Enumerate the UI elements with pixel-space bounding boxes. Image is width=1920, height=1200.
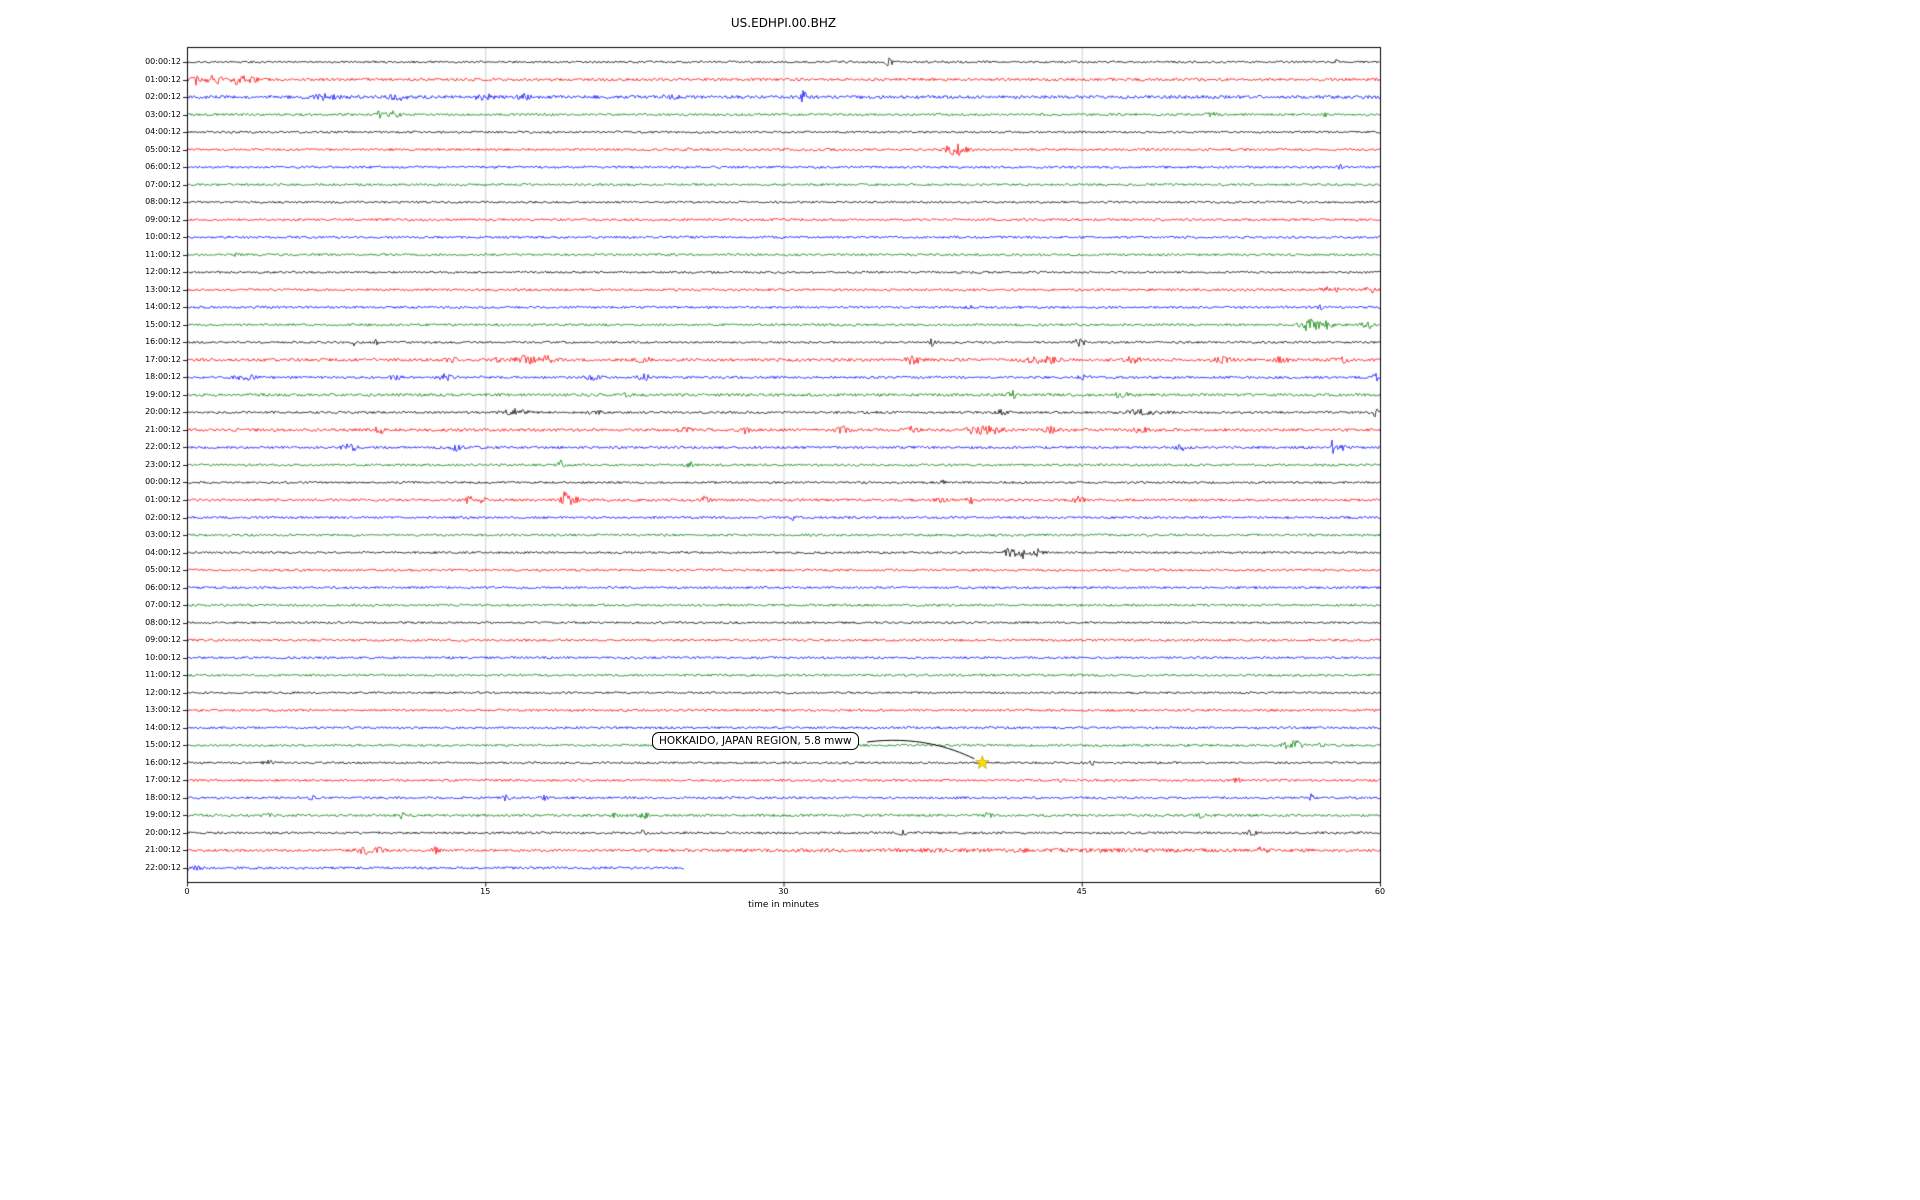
trace-time-label: 01:00:12 xyxy=(145,495,181,504)
trace-time-label: 03:00:12 xyxy=(145,109,181,119)
trace-time-label: 19:00:12 xyxy=(145,389,181,399)
trace-time-label: 17:00:12 xyxy=(145,775,181,785)
trace-time-label: 03:00:12 xyxy=(145,530,181,540)
trace-time-label: 04:00:12 xyxy=(145,127,181,137)
trace-time-label: 04:00:12 xyxy=(145,547,181,557)
trace-time-label: 09:00:12 xyxy=(145,635,181,645)
trace-time-label: 14:00:12 xyxy=(145,722,181,732)
trace-time-label: 01:00:12 xyxy=(145,74,181,84)
trace-time-label: 06:00:12 xyxy=(145,582,181,592)
trace-time-label: 19:00:12 xyxy=(145,810,181,820)
trace-time-label: 09:00:12 xyxy=(145,214,181,224)
x-tick-label: 45 xyxy=(1076,887,1087,896)
trace-time-label: 11:00:12 xyxy=(145,670,181,680)
trace-time-label: 20:00:12 xyxy=(145,827,181,837)
trace-time-label: 08:00:12 xyxy=(145,197,181,207)
trace-time-label: 22:00:12 xyxy=(145,862,181,872)
trace-time-label: 22:00:12 xyxy=(145,442,181,452)
event-annotation: HOKKAIDO, JAPAN REGION, 5.8 mww xyxy=(652,732,859,750)
x-tick-label: 60 xyxy=(1374,887,1386,896)
trace-time-label: 05:00:12 xyxy=(145,144,181,154)
trace-time-label: 00:00:12 xyxy=(145,57,181,66)
trace-time-label: 18:00:12 xyxy=(145,372,181,382)
trace-time-label: 10:00:12 xyxy=(145,232,181,242)
figure-title: US.EDHPI.00.BHZ xyxy=(730,16,837,30)
x-tick-label: 0 xyxy=(184,887,190,896)
trace-time-label: 16:00:12 xyxy=(145,337,181,347)
trace-time-label: 14:00:12 xyxy=(145,302,181,312)
trace-time-label: 20:00:12 xyxy=(145,407,181,417)
trace-time-label: 13:00:12 xyxy=(145,705,181,715)
trace-time-label: 15:00:12 xyxy=(145,740,181,750)
trace-time-label: 16:00:12 xyxy=(145,757,181,767)
x-tick-label: 30 xyxy=(778,887,789,896)
trace-time-label: 11:00:12 xyxy=(145,249,181,259)
trace-time-label: 05:00:12 xyxy=(145,565,181,575)
trace-time-label: 23:00:12 xyxy=(145,459,181,469)
trace-time-label: 13:00:12 xyxy=(145,284,181,294)
trace-time-label: 07:00:12 xyxy=(145,600,181,610)
trace-time-label: 02:00:12 xyxy=(145,512,181,522)
trace-time-label: 12:00:12 xyxy=(145,267,181,277)
trace-time-label: 21:00:12 xyxy=(145,845,181,855)
x-tick-label: 15 xyxy=(480,887,491,896)
trace-time-label: 21:00:12 xyxy=(145,424,181,434)
trace-time-label: 00:00:12 xyxy=(145,477,181,487)
trace-time-label: 10:00:12 xyxy=(145,652,181,662)
trace-time-label: 02:00:12 xyxy=(145,92,181,102)
x-axis-label: time in minutes xyxy=(748,900,819,910)
trace-time-label: 18:00:12 xyxy=(145,792,181,802)
trace-time-label: 12:00:12 xyxy=(145,687,181,697)
trace-time-label: 07:00:12 xyxy=(145,179,181,189)
trace-time-label: 06:00:12 xyxy=(145,162,181,172)
trace-time-label: 08:00:12 xyxy=(145,617,181,627)
trace-time-label: 17:00:12 xyxy=(145,354,181,364)
trace-time-label: 15:00:12 xyxy=(145,319,181,329)
